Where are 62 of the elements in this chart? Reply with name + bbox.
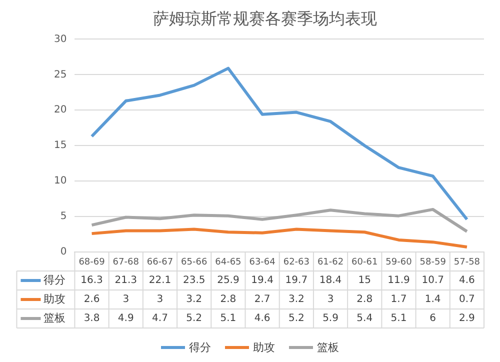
data-label: 22.1 — [148, 275, 172, 286]
data-label: 3 — [156, 294, 164, 306]
x-tick-label: 57-58 — [454, 258, 480, 268]
x-tick-label: 61-62 — [317, 258, 344, 268]
data-label: 3 — [327, 294, 334, 306]
text: 篮板 — [317, 340, 339, 354]
legend-label: 篮板 — [44, 311, 66, 324]
data-label: 19.4 — [251, 275, 274, 286]
data-label: 3.2 — [186, 294, 202, 306]
data-label: 2.7 — [254, 294, 270, 306]
data-label: 6 — [430, 313, 436, 324]
y-tick-label: 30 — [54, 34, 67, 45]
data-label: 16.3 — [80, 275, 103, 286]
text: 得分 — [189, 340, 211, 354]
x-tick-label: 64-65 — [215, 258, 242, 268]
data-label: 19.7 — [285, 275, 308, 286]
y-tick-label: 10 — [54, 176, 67, 187]
x-tick-label: 66-67 — [146, 258, 174, 268]
chart-title: 萨姆琼斯常规赛各赛季场均表现 — [153, 8, 377, 28]
data-label: 2.8 — [220, 294, 236, 306]
data-label: 25.9 — [217, 275, 240, 286]
y-tick-label: 20 — [54, 104, 67, 116]
data-label: 3 — [122, 294, 130, 306]
data-label: 15 — [358, 275, 371, 286]
x-tick-label: 68-69 — [78, 258, 106, 268]
y-tick-label: 25 — [54, 69, 67, 80]
data-label: 1.4 — [424, 294, 441, 306]
x-tick-label: 59-60 — [386, 258, 412, 268]
legend-label: 助攻 — [44, 292, 66, 306]
data-label: 5.1 — [390, 313, 407, 324]
x-tick-label: 62-63 — [283, 258, 310, 268]
y-tick-label: 5 — [60, 211, 67, 222]
data-label: 5.4 — [356, 313, 373, 324]
data-label: 2.8 — [356, 294, 373, 306]
data-label: 21.3 — [114, 275, 138, 286]
data-label: 1.7 — [390, 294, 407, 306]
data-label: 0.7 — [458, 294, 475, 306]
data-label: 4.6 — [458, 275, 475, 286]
legend-label: 得分 — [44, 273, 66, 286]
text: 助攻 — [253, 340, 275, 354]
data-label: 4.9 — [118, 313, 134, 324]
x-tick-label: 67-68 — [112, 258, 140, 268]
data-label: 4.7 — [152, 313, 168, 324]
data-label: 3.2 — [288, 294, 304, 306]
data-label: 5.2 — [288, 313, 304, 324]
data-label: 5.2 — [186, 313, 202, 324]
x-tick-label: 65-66 — [181, 258, 208, 268]
y-tick-label: 0 — [60, 246, 67, 258]
data-label: 18.4 — [319, 275, 342, 286]
data-label: 5.9 — [322, 313, 338, 324]
data-label: 11.9 — [388, 275, 410, 286]
data-label: 2.9 — [458, 313, 475, 324]
data-label: 2.6 — [84, 294, 100, 306]
x-tick-label: 58-59 — [420, 258, 446, 268]
x-tick-label: 63-64 — [249, 258, 276, 268]
x-tick-label: 60-61 — [352, 258, 378, 268]
data-label: 4.6 — [254, 313, 270, 324]
data-label: 10.7 — [422, 275, 444, 286]
y-tick-label: 15 — [54, 140, 67, 152]
data-label: 3.8 — [84, 313, 100, 324]
data-label: 5.1 — [220, 313, 236, 324]
data-label: 23.5 — [182, 275, 206, 286]
